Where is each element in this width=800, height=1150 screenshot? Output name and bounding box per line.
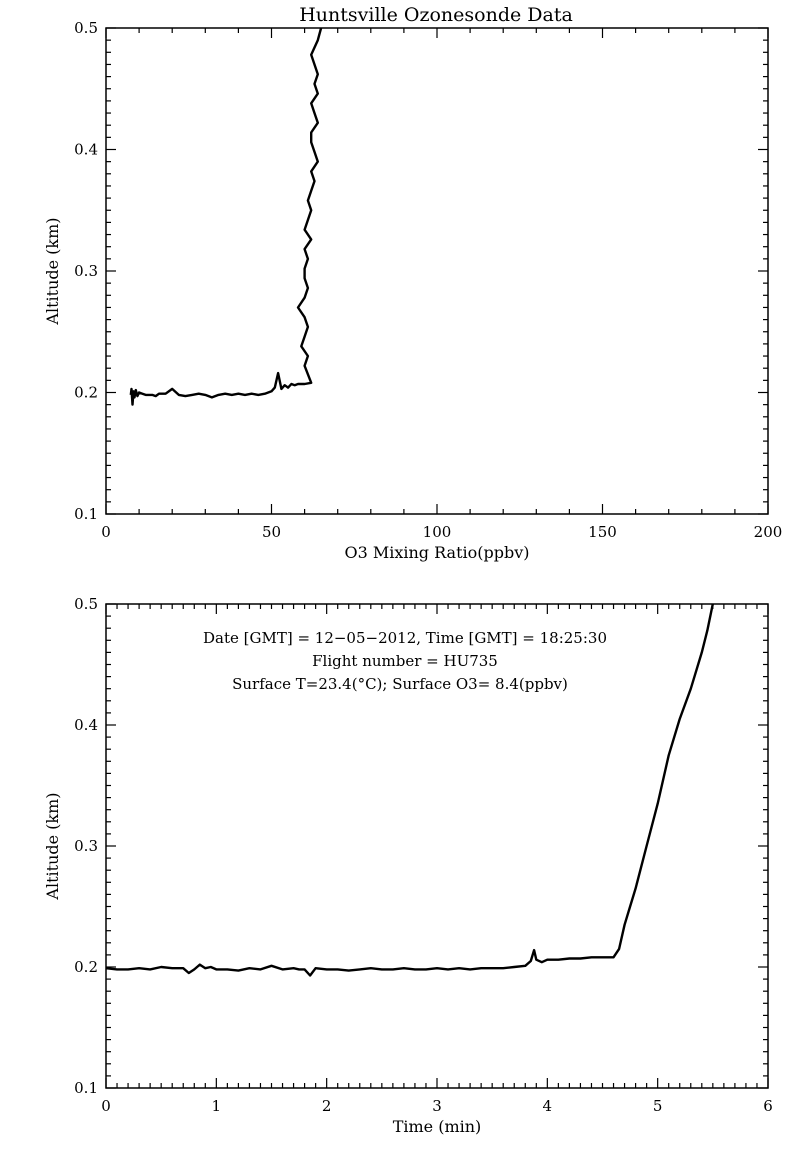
x-tick-label: 2 — [322, 1097, 332, 1115]
x-tick-label: 5 — [653, 1097, 663, 1115]
y-tick-label: 0.4 — [74, 716, 98, 734]
x-tick-label: 6 — [763, 1097, 773, 1115]
x-axis-label: Time (min) — [393, 1117, 482, 1136]
y-axis-label: Altitude (km) — [43, 792, 62, 900]
y-tick-label: 0.1 — [74, 1079, 98, 1097]
y-tick-label: 0.3 — [74, 262, 98, 280]
x-tick-label: 50 — [262, 523, 281, 541]
y-axis-label: Altitude (km) — [43, 217, 62, 325]
x-tick-label: 150 — [588, 523, 617, 541]
annotation-surface-values: Surface T=23.4(°C); Surface O3= 8.4(ppbv… — [232, 675, 568, 693]
tick-labels: 0 1 2 3 4 5 6 0.1 0.2 0.3 0.4 0.5 — [74, 595, 773, 1115]
time-altitude-panel: 0 1 2 3 4 5 6 0.1 0.2 0.3 0.4 0.5 Time (min) Altitu… — [43, 595, 773, 1136]
x-tick-label: 0 — [101, 523, 111, 541]
y-tick-label: 0.5 — [74, 595, 98, 613]
x-axis-label: O3 Mixing Ratio(ppbv) — [344, 543, 529, 562]
x-tick-label: 200 — [754, 523, 783, 541]
x-tick-label: 3 — [432, 1097, 442, 1115]
tick-marks — [105, 603, 769, 1089]
x-tick-label: 100 — [423, 523, 452, 541]
chart-title: Huntsville Ozonesonde Data — [299, 4, 573, 26]
tick-labels: 0 50 100 150 200 0.1 0.2 0.3 0.4 0.5 — [74, 19, 782, 541]
x-tick-label: 0 — [101, 1097, 111, 1115]
y-tick-label: 0.1 — [74, 505, 98, 523]
ozone-profile-line — [129, 27, 323, 406]
plot-frame — [105, 27, 769, 515]
y-tick-label: 0.5 — [74, 19, 98, 37]
x-tick-label: 4 — [543, 1097, 553, 1115]
tick-marks — [105, 27, 769, 515]
y-tick-label: 0.2 — [74, 384, 98, 402]
x-tick-label: 1 — [212, 1097, 222, 1115]
y-tick-label: 0.2 — [74, 958, 98, 976]
annotation-date-time: Date [GMT] = 12−05−2012, Time [GMT] = 18… — [203, 629, 607, 647]
y-tick-label: 0.3 — [74, 837, 98, 855]
y-tick-label: 0.4 — [74, 141, 98, 159]
annotation-flight-number: Flight number = HU735 — [312, 652, 498, 670]
ascent-line — [105, 603, 714, 977]
ozone-profile-panel: 0 50 100 150 200 0.1 0.2 0.3 0.4 0.5 O3 Mixing Ra… — [43, 19, 782, 562]
